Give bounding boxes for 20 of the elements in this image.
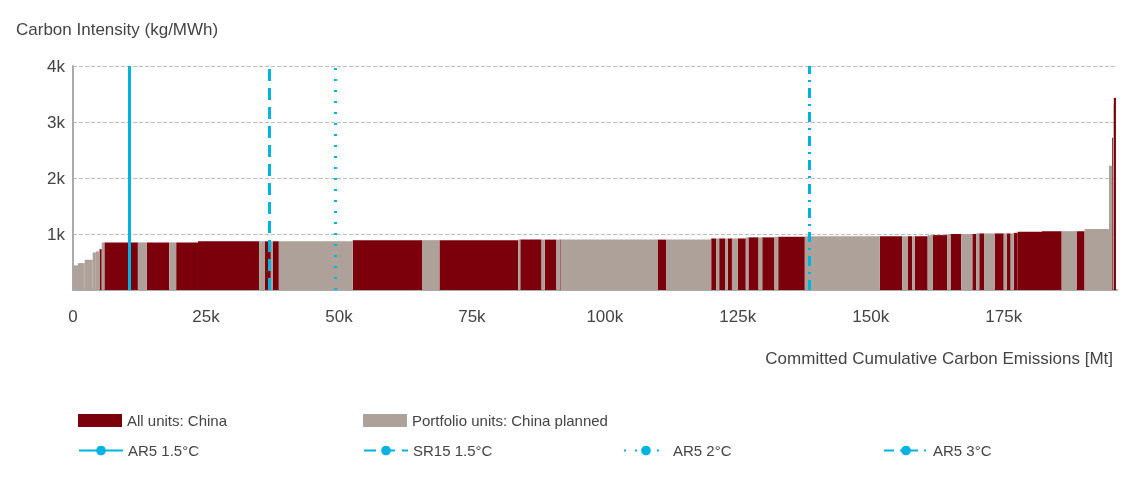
x-tick-label: 75k — [458, 307, 487, 326]
x-tick-label: 150k — [852, 307, 890, 326]
legend-label: All units: China — [127, 412, 228, 429]
legend-label: Portfolio units: China planned — [412, 412, 608, 429]
x-tick-label: 125k — [719, 307, 757, 326]
y-axis-title: Carbon Intensity (kg/MWh) — [16, 20, 219, 39]
legend-label: AR5 1.5°C — [128, 442, 200, 459]
x-tick-label: 175k — [985, 307, 1023, 326]
x-tick-label: 25k — [192, 307, 221, 326]
y-tick-label: 4k — [47, 56, 66, 76]
x-tick-label: 50k — [325, 307, 354, 326]
legend-label: AR5 3°C — [933, 442, 992, 459]
y-tick-label: 2k — [47, 168, 66, 188]
x-tick-label: 0 — [68, 307, 78, 326]
x-axis-title: Committed Cumulative Carbon Emissions [Mt] — [765, 349, 1113, 368]
x-tick-label: 100k — [586, 307, 624, 326]
y-tick-label: 3k — [47, 112, 66, 132]
y-tick-label: 1k — [47, 224, 66, 244]
legend-label: AR5 2°C — [673, 442, 732, 459]
legend-label: SR15 1.5°C — [413, 442, 493, 459]
